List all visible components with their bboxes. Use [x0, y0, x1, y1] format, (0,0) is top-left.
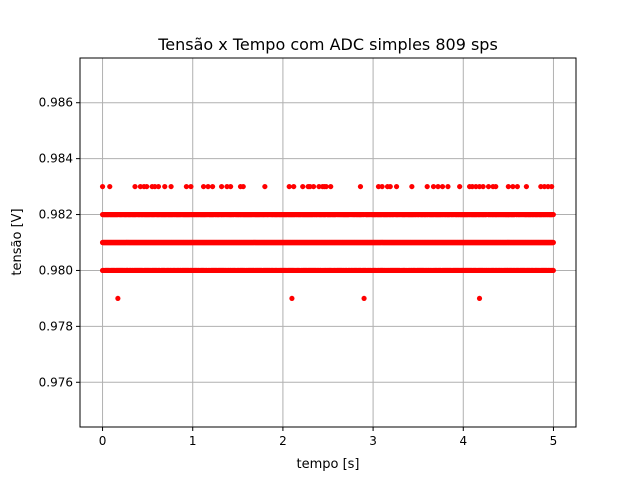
data-point: [541, 183, 548, 190]
data-point: [473, 183, 479, 190]
data-point: [115, 295, 121, 302]
chart-title: Tensão x Tempo com ADC simples 809 sps: [157, 35, 498, 54]
data-point: [300, 183, 306, 190]
data-point: [188, 183, 194, 190]
data-point: [289, 295, 295, 302]
data-point: [307, 183, 313, 190]
y-axis-label: tensão [V]: [10, 208, 25, 275]
x-tick-label: 2: [279, 434, 287, 448]
data-point: [514, 183, 520, 190]
data-point: [228, 183, 234, 190]
x-axis-ticks: 0 1 2 3 4 5: [99, 427, 558, 448]
data-point: [183, 183, 190, 190]
data-point: [168, 183, 174, 190]
data-point: [424, 183, 430, 190]
y-tick-label: 0.976: [39, 375, 73, 389]
data-point: [393, 183, 400, 190]
data-point: [137, 183, 144, 190]
data-point: [107, 183, 113, 190]
data-point: [550, 239, 556, 246]
data-point: [162, 183, 168, 190]
data-point: [550, 211, 556, 218]
data-point: [224, 183, 230, 190]
data-point: [316, 183, 322, 190]
data-point: [361, 295, 367, 302]
x-tick-label: 1: [189, 434, 197, 448]
y-tick-label: 0.984: [39, 152, 73, 166]
x-tick-label: 0: [99, 434, 107, 448]
data-point: [480, 183, 486, 190]
data-point: [375, 183, 382, 190]
data-point: [205, 183, 211, 190]
data-point: [445, 183, 451, 190]
data-point: [152, 183, 158, 190]
x-tick-label: 5: [550, 434, 558, 448]
y-tick-label: 0.986: [39, 96, 73, 110]
data-point: [291, 183, 297, 190]
data-point: [510, 183, 516, 190]
data-point: [476, 183, 483, 190]
y-axis-ticks: 0.976 0.978 0.980 0.982 0.984 0.986: [39, 96, 80, 389]
y-tick-label: 0.980: [39, 263, 73, 277]
data-point: [493, 183, 499, 190]
x-tick-label: 3: [369, 434, 377, 448]
data-point: [505, 183, 511, 190]
data-point: [132, 183, 138, 190]
grid: [80, 58, 576, 427]
data-point: [200, 183, 207, 190]
data-point: [379, 183, 385, 190]
data-point: [387, 183, 393, 190]
data-point: [323, 183, 329, 190]
data-point: [409, 183, 415, 190]
data-point: [469, 183, 475, 190]
data-point: [538, 183, 544, 190]
x-tick-label: 4: [459, 434, 467, 448]
data-point: [485, 183, 492, 190]
y-tick-label: 0.978: [39, 319, 73, 333]
data-point: [549, 183, 555, 190]
data-point: [523, 183, 530, 190]
x-axis-label: tempo [s]: [296, 457, 359, 472]
data-point: [209, 183, 216, 190]
data-point: [476, 295, 483, 302]
data-point: [457, 183, 463, 190]
data-point: [357, 183, 364, 190]
data-point: [439, 183, 446, 190]
data-point: [286, 183, 292, 190]
data-point: [435, 183, 441, 190]
data-point: [99, 183, 106, 190]
data-point: [310, 183, 317, 190]
data-point: [144, 183, 150, 190]
data-point: [430, 183, 437, 190]
data-point: [550, 267, 556, 274]
data-point: [262, 183, 268, 190]
data-point: [218, 183, 225, 190]
data-point: [545, 183, 551, 190]
data-point: [240, 183, 246, 190]
data-points: [99, 183, 556, 302]
data-point: [328, 183, 334, 190]
data-point: [155, 183, 162, 190]
plot-frame: [79, 57, 577, 428]
y-tick-label: 0.982: [39, 208, 73, 222]
